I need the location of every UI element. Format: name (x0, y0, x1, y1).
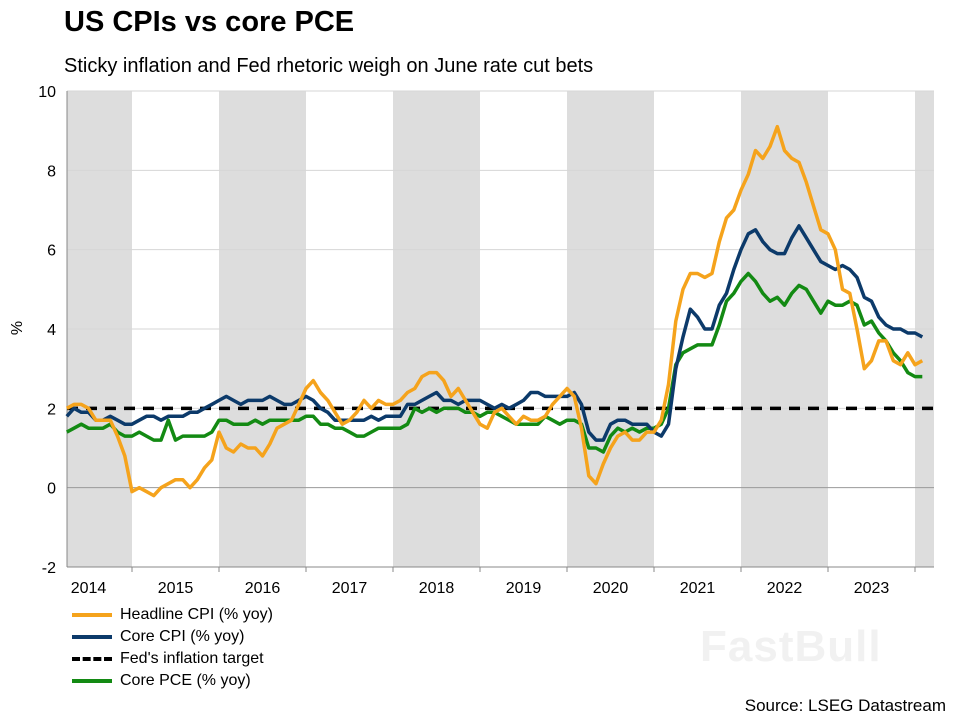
x-tick-label: 2023 (854, 580, 890, 597)
x-tick-label: 2017 (332, 580, 368, 597)
legend-label: Core CPI (% yoy) (120, 628, 245, 645)
series-line-headline (65, 124, 924, 498)
x-tick-label: 2016 (245, 580, 281, 597)
legend-label: Headline CPI (% yoy) (120, 606, 273, 623)
legend-item-core-pce: Core PCE (% yoy) (72, 670, 273, 692)
x-tick-label: 2021 (680, 580, 716, 597)
legend-item-headline: Headline CPI (% yoy) (72, 604, 273, 626)
legend-swatch-core-cpi (72, 635, 112, 639)
watermark-logo: FastBull (700, 622, 882, 671)
x-axis: 2014 2015 2016 2017 2018 2019 2020 2021 2022 2023 (67, 566, 934, 597)
series-line-core-cpi (65, 224, 924, 442)
y-tick-label: 2 (47, 401, 56, 418)
x-tick-label: 2014 (71, 580, 107, 597)
y-axis-label: % (9, 321, 26, 335)
x-tick-label: 2022 (767, 580, 803, 597)
y-tick-label: -2 (42, 560, 56, 577)
legend-item-core-cpi: Core CPI (% yoy) (72, 626, 273, 648)
x-tick-label: 2019 (506, 580, 542, 597)
series-lines (65, 124, 934, 498)
chart-subtitle: Sticky inflation and Fed rhetoric weigh … (64, 55, 594, 77)
source-note: Source: LSEG Datastream (744, 696, 946, 715)
y-tick-label: 8 (47, 163, 56, 180)
legend-label: Fed's inflation target (120, 650, 264, 667)
y-tick-label: 4 (47, 322, 56, 339)
legend-swatch-headline (72, 613, 112, 617)
y-axis: -2 0 2 4 6 8 10 (38, 84, 68, 577)
legend-item-target: Fed's inflation target (72, 648, 273, 670)
legend-swatch-target (72, 657, 112, 661)
legend: Headline CPI (% yoy) Core CPI (% yoy) Fe… (72, 604, 273, 692)
x-tick-label: 2015 (158, 580, 194, 597)
y-tick-label: 0 (47, 481, 56, 498)
y-tick-label: 10 (38, 84, 56, 101)
legend-label: Core PCE (% yoy) (120, 672, 251, 689)
x-tick-label: 2018 (419, 580, 455, 597)
chart-title: US CPIs vs core PCE (64, 6, 355, 38)
x-tick-label: 2020 (593, 580, 629, 597)
legend-swatch-core-pce (72, 679, 112, 683)
y-tick-label: 6 (47, 243, 56, 260)
